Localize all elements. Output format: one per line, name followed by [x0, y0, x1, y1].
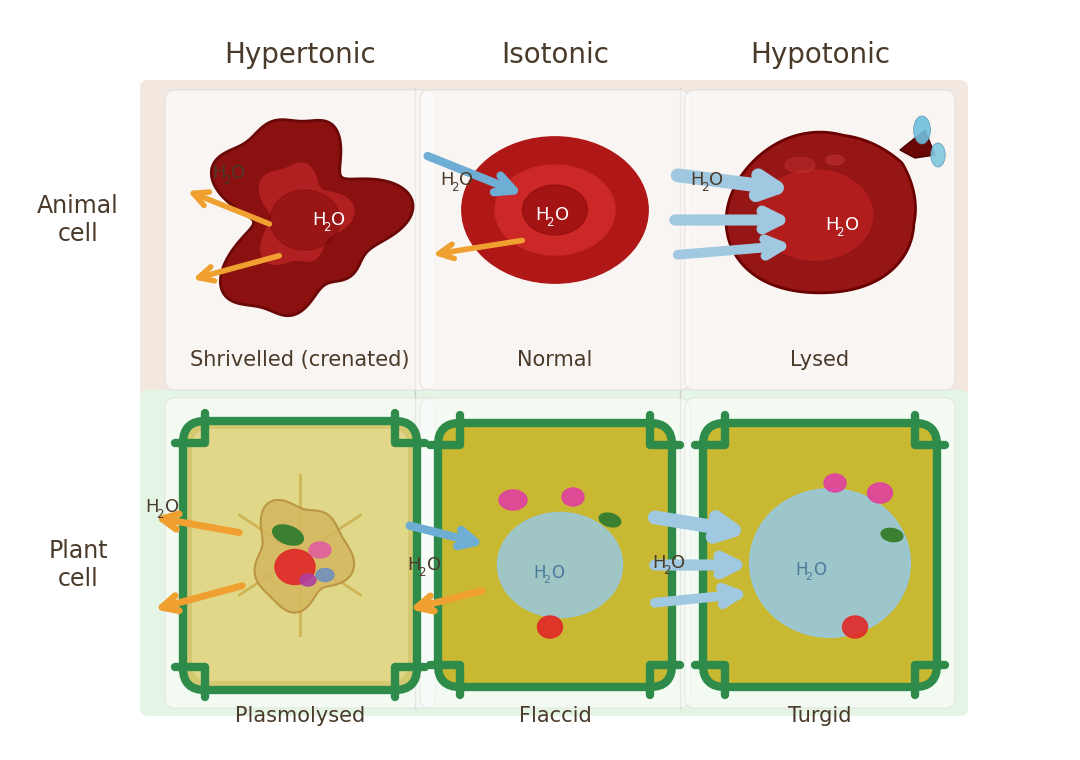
Text: 2: 2 [836, 226, 843, 239]
Polygon shape [726, 132, 916, 293]
FancyBboxPatch shape [703, 423, 937, 687]
FancyBboxPatch shape [438, 423, 672, 687]
Text: H: H [652, 554, 665, 572]
Ellipse shape [498, 512, 622, 617]
Text: H: H [690, 171, 703, 189]
Text: H: H [407, 556, 420, 574]
FancyBboxPatch shape [685, 90, 955, 390]
Text: O: O [845, 216, 859, 234]
Text: H: H [212, 164, 226, 182]
Text: 2: 2 [701, 181, 708, 194]
FancyBboxPatch shape [140, 80, 968, 398]
FancyBboxPatch shape [183, 421, 417, 690]
Text: O: O [710, 171, 724, 189]
Ellipse shape [272, 525, 303, 545]
Text: 2: 2 [418, 565, 426, 578]
Text: Turgid: Turgid [788, 706, 852, 726]
FancyBboxPatch shape [685, 398, 955, 708]
Polygon shape [255, 500, 354, 613]
Text: Hypertonic: Hypertonic [225, 41, 376, 69]
Ellipse shape [309, 542, 330, 558]
Text: Shrivelled (crenated): Shrivelled (crenated) [190, 350, 409, 370]
Text: H: H [440, 171, 454, 189]
Ellipse shape [824, 474, 846, 492]
Text: Isotonic: Isotonic [501, 41, 609, 69]
Text: 2: 2 [806, 572, 812, 581]
Text: O: O [672, 554, 686, 572]
Ellipse shape [270, 190, 340, 250]
Ellipse shape [538, 616, 563, 638]
Text: H: H [312, 211, 325, 229]
Text: Flaccid: Flaccid [518, 706, 592, 726]
Ellipse shape [881, 528, 903, 542]
Text: 2: 2 [663, 564, 671, 577]
FancyBboxPatch shape [165, 90, 435, 390]
Text: O: O [554, 206, 569, 224]
Text: O: O [332, 211, 346, 229]
Ellipse shape [275, 549, 315, 584]
Text: H: H [145, 498, 159, 516]
Ellipse shape [599, 513, 621, 527]
FancyBboxPatch shape [420, 90, 690, 390]
Polygon shape [914, 116, 930, 144]
Ellipse shape [495, 165, 615, 255]
Text: 2: 2 [451, 181, 459, 194]
Text: Animal
cell: Animal cell [37, 194, 119, 246]
FancyBboxPatch shape [420, 398, 690, 708]
Ellipse shape [523, 185, 588, 235]
Text: O: O [164, 498, 178, 516]
Ellipse shape [867, 483, 892, 503]
Text: O: O [813, 561, 826, 579]
Text: Normal: Normal [517, 350, 593, 370]
Ellipse shape [462, 138, 648, 283]
Ellipse shape [499, 490, 527, 510]
Text: Hypotonic: Hypotonic [750, 41, 890, 69]
Text: H: H [825, 216, 838, 234]
Text: O: O [459, 171, 474, 189]
Text: Plant
cell: Plant cell [49, 539, 108, 591]
Text: H: H [534, 564, 545, 582]
FancyBboxPatch shape [140, 390, 968, 716]
Ellipse shape [842, 616, 867, 638]
Ellipse shape [316, 568, 334, 581]
Text: H: H [795, 561, 808, 579]
Text: 2: 2 [543, 575, 550, 584]
Text: 2: 2 [323, 220, 330, 233]
Ellipse shape [300, 574, 316, 586]
Text: O: O [427, 556, 441, 574]
Polygon shape [258, 163, 354, 265]
Ellipse shape [785, 157, 815, 173]
FancyBboxPatch shape [165, 398, 435, 708]
FancyBboxPatch shape [192, 429, 408, 681]
Text: O: O [231, 164, 245, 182]
Ellipse shape [757, 170, 873, 260]
Ellipse shape [750, 489, 910, 637]
Text: 2: 2 [546, 216, 554, 229]
Text: Lysed: Lysed [791, 350, 850, 370]
Text: O: O [551, 564, 564, 582]
Polygon shape [212, 119, 413, 315]
Text: 2: 2 [224, 173, 230, 187]
Text: Plasmolysed: Plasmolysed [234, 706, 365, 726]
Polygon shape [900, 130, 935, 158]
Text: 2: 2 [156, 508, 163, 521]
Text: H: H [535, 206, 549, 224]
Polygon shape [931, 143, 945, 167]
Ellipse shape [826, 155, 843, 165]
Ellipse shape [562, 488, 584, 506]
